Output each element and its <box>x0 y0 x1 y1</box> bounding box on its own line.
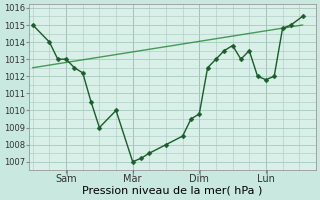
Text: |: | <box>132 170 134 177</box>
Text: |: | <box>65 170 67 177</box>
Text: |: | <box>265 170 267 177</box>
Text: |: | <box>198 170 200 177</box>
X-axis label: Pression niveau de la mer( hPa ): Pression niveau de la mer( hPa ) <box>83 186 263 196</box>
